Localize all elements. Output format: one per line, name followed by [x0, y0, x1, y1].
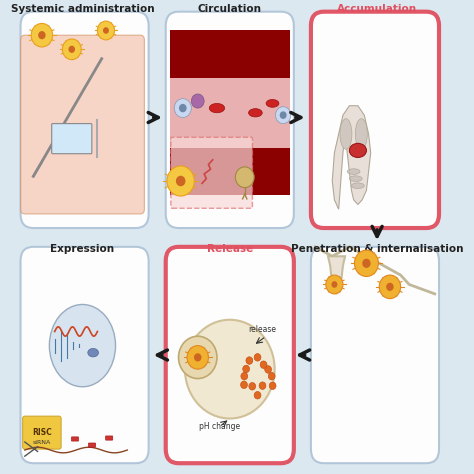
Circle shape: [68, 46, 75, 53]
Circle shape: [241, 364, 248, 372]
Ellipse shape: [349, 143, 366, 157]
Circle shape: [379, 275, 401, 299]
Circle shape: [254, 359, 261, 367]
FancyBboxPatch shape: [171, 137, 253, 208]
FancyBboxPatch shape: [52, 124, 92, 154]
Circle shape: [167, 166, 194, 196]
Circle shape: [254, 385, 261, 393]
Circle shape: [191, 94, 204, 108]
Circle shape: [260, 384, 267, 391]
Polygon shape: [328, 256, 345, 294]
Ellipse shape: [88, 348, 99, 357]
Circle shape: [63, 39, 81, 60]
Circle shape: [235, 167, 254, 188]
Text: release: release: [248, 325, 276, 334]
Text: pH change: pH change: [199, 422, 240, 431]
Circle shape: [355, 250, 378, 276]
Text: Circulation: Circulation: [198, 4, 262, 14]
FancyBboxPatch shape: [20, 35, 145, 214]
Circle shape: [246, 387, 253, 395]
Circle shape: [273, 373, 280, 380]
Ellipse shape: [266, 100, 279, 107]
FancyBboxPatch shape: [106, 436, 113, 440]
Text: Penetration & internalisation: Penetration & internalisation: [291, 244, 464, 254]
Circle shape: [38, 31, 46, 39]
Circle shape: [362, 259, 371, 268]
Circle shape: [386, 283, 394, 291]
Circle shape: [103, 27, 109, 34]
Circle shape: [185, 320, 274, 419]
FancyBboxPatch shape: [20, 12, 149, 228]
Ellipse shape: [356, 118, 367, 149]
FancyBboxPatch shape: [166, 12, 294, 228]
Ellipse shape: [49, 304, 116, 387]
Text: Release: Release: [207, 244, 253, 254]
Circle shape: [236, 373, 242, 380]
Circle shape: [326, 275, 343, 294]
Circle shape: [263, 366, 270, 374]
FancyBboxPatch shape: [166, 247, 294, 463]
Text: siRNA: siRNA: [33, 439, 51, 445]
Circle shape: [179, 104, 187, 112]
FancyBboxPatch shape: [170, 30, 290, 78]
Circle shape: [31, 23, 53, 47]
FancyBboxPatch shape: [23, 416, 61, 449]
Circle shape: [331, 281, 337, 288]
FancyBboxPatch shape: [311, 12, 439, 228]
Polygon shape: [332, 106, 371, 209]
Ellipse shape: [248, 109, 262, 117]
FancyBboxPatch shape: [170, 148, 290, 195]
Circle shape: [275, 107, 291, 124]
FancyBboxPatch shape: [170, 78, 290, 148]
Ellipse shape: [340, 118, 352, 149]
Ellipse shape: [347, 169, 360, 174]
Circle shape: [280, 111, 287, 119]
FancyBboxPatch shape: [20, 247, 149, 463]
Ellipse shape: [349, 176, 362, 182]
Circle shape: [187, 346, 209, 369]
Circle shape: [246, 356, 253, 364]
Circle shape: [179, 336, 217, 379]
Text: Accumulation: Accumulation: [337, 4, 417, 14]
Text: Expression: Expression: [50, 244, 115, 254]
FancyBboxPatch shape: [311, 247, 439, 463]
Circle shape: [176, 176, 185, 186]
Ellipse shape: [352, 183, 365, 189]
Circle shape: [97, 21, 115, 40]
Circle shape: [262, 358, 269, 365]
Circle shape: [267, 381, 274, 388]
Text: RISC: RISC: [32, 428, 52, 437]
Text: Systemic administration: Systemic administration: [10, 4, 154, 14]
FancyBboxPatch shape: [72, 437, 79, 441]
Circle shape: [238, 383, 245, 390]
Circle shape: [174, 99, 191, 118]
Ellipse shape: [210, 103, 225, 113]
FancyBboxPatch shape: [89, 443, 96, 447]
Circle shape: [194, 353, 201, 362]
